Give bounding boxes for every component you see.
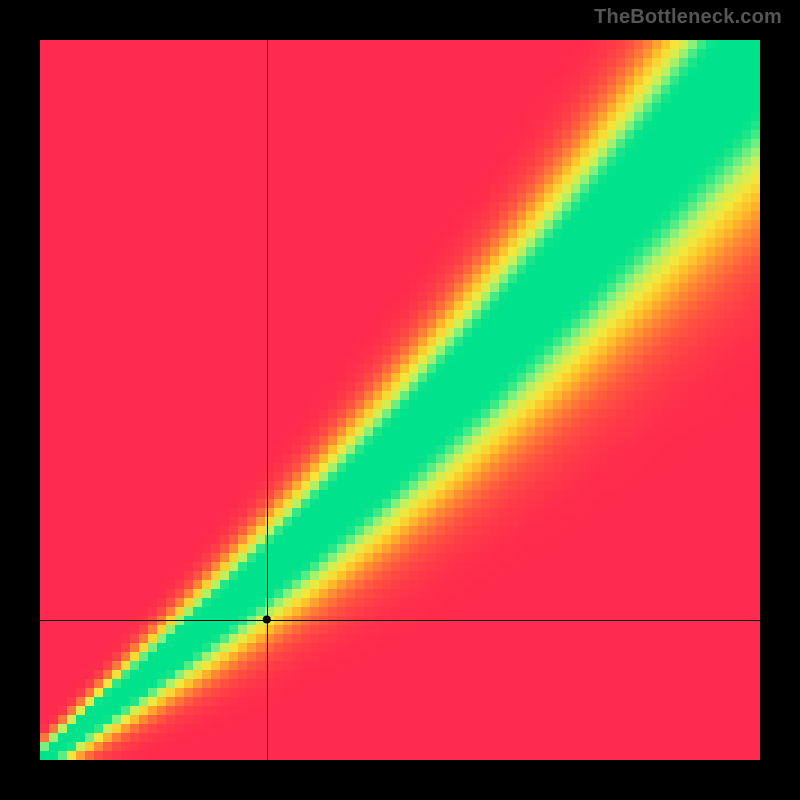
bottleneck-heatmap (40, 40, 760, 760)
watermark-text: TheBottleneck.com (594, 6, 782, 29)
chart-container: TheBottleneck.com (0, 0, 800, 800)
